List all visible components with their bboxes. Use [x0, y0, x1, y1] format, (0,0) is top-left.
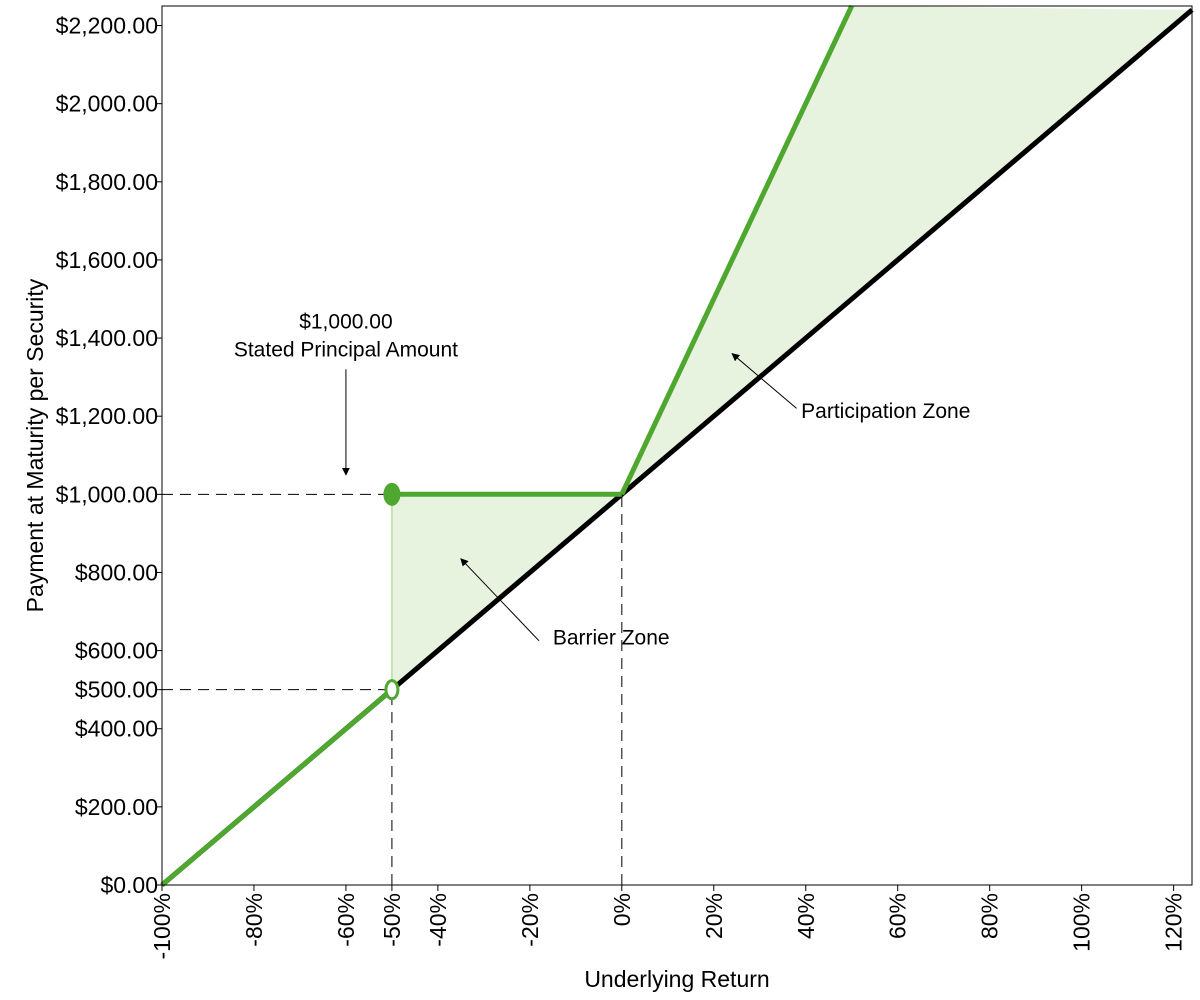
- y-tick-label-12: $2,200.00: [56, 13, 158, 39]
- x-tick-label-9: 60%: [885, 893, 911, 939]
- x-tick-label-3: -50%: [379, 893, 405, 947]
- series-1-segment-2: [619, 4, 854, 496]
- annotation-text-1-0: Barrier Zone: [553, 627, 670, 650]
- annotation-arrow-2: [731, 353, 797, 409]
- x-tick-label-11: 100%: [1069, 893, 1095, 952]
- x-tick-label-5: -20%: [517, 893, 543, 947]
- y-axis-title: Payment at Maturity per Security: [22, 278, 48, 612]
- y-tick-label-9: $1,600.00: [56, 247, 158, 273]
- open-marker-1: [384, 679, 400, 701]
- plot-frame: [161, 5, 1193, 886]
- y-tick-label-7: $1,200.00: [56, 403, 158, 429]
- reference-lines: [162, 493, 623, 885]
- y-tick-label-8: $1,400.00: [56, 325, 158, 351]
- y-tick-label-3: $500.00: [75, 677, 158, 703]
- x-tick-label-7: 20%: [701, 893, 727, 939]
- filled-marker-0: [383, 482, 401, 506]
- annotation-arrow-1: [460, 558, 540, 642]
- y-tick-label-11: $2,000.00: [56, 91, 158, 117]
- y-tick-label-4: $600.00: [75, 638, 158, 664]
- y-tick-label-1: $200.00: [75, 794, 158, 820]
- y-tick-label-2: $400.00: [75, 716, 158, 742]
- series-1-segment-0: [160, 687, 394, 887]
- x-tick-label-0: -100%: [149, 893, 175, 959]
- x-tick-label-2: -60%: [333, 893, 359, 947]
- series-lines: [160, 4, 1194, 887]
- axis-ticks: $0.00 $200.00 $400.00 $500.00 $600.00 $800.00…: [56, 13, 1187, 960]
- y-tick-label-5: $800.00: [75, 559, 158, 585]
- markers: [383, 482, 401, 701]
- annotation-text-0-0: $1,000.00: [299, 310, 392, 333]
- x-tick-label-8: 40%: [793, 893, 819, 939]
- x-tick-label-1: -80%: [241, 893, 267, 947]
- x-tick-label-6: 0%: [609, 893, 635, 926]
- y-tick-label-0: $0.00: [100, 872, 158, 898]
- x-tick-label-10: 80%: [977, 893, 1003, 939]
- x-tick-label-12: 120%: [1161, 893, 1187, 952]
- y-tick-label-6: $1,000.00: [56, 481, 158, 507]
- x-tick-label-4: -40%: [425, 893, 451, 947]
- annotations: $1,000.00 Stated Principal Amount Barrier …: [234, 310, 971, 649]
- annotation-text-2-0: Participation Zone: [801, 400, 970, 423]
- annotation-text-0-1: Stated Principal Amount: [234, 338, 458, 361]
- y-tick-label-10: $1,800.00: [56, 169, 158, 195]
- x-axis-title: Underlying Return: [584, 966, 769, 992]
